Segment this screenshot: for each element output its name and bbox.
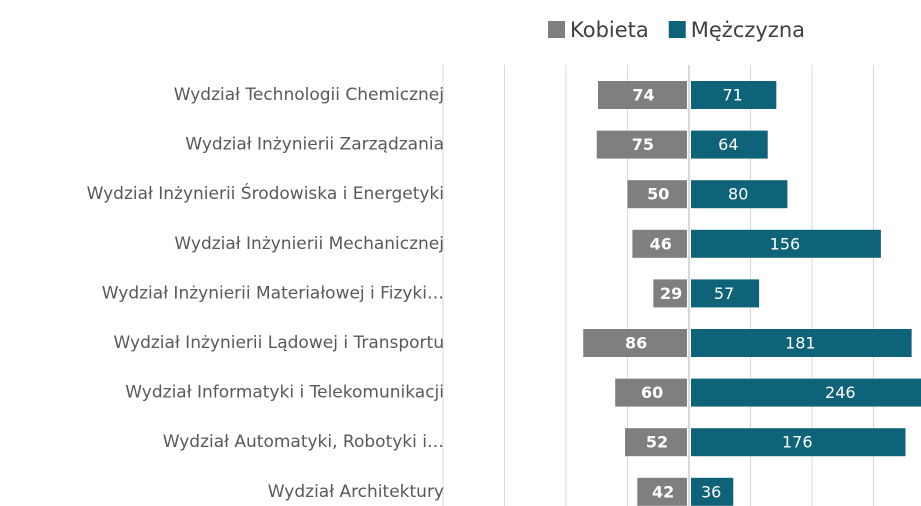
data-label: 36 (701, 482, 721, 501)
bar (691, 329, 912, 357)
data-label: 74 (632, 86, 654, 105)
legend-swatch (668, 21, 686, 38)
bar (691, 180, 788, 209)
bar (637, 477, 687, 506)
category-label: Wydział Informatyki i Telekomunikacji (125, 383, 444, 403)
data-label: 64 (718, 135, 738, 154)
data-label: 156 (770, 234, 801, 253)
data-label: 60 (641, 383, 663, 402)
category-label: Wydział Automatyki, Robotyki i… (163, 432, 444, 452)
data-label: 86 (625, 334, 647, 353)
legend-label: Kobieta (570, 18, 649, 42)
category-label: Wydział Inżynierii Mechanicznej (174, 234, 444, 254)
data-label: 29 (660, 284, 682, 303)
bar (625, 428, 687, 457)
bar (615, 378, 687, 407)
data-label: 52 (646, 433, 668, 452)
category-label: Wydział Architektury (268, 482, 444, 502)
bar (632, 229, 687, 258)
bar (691, 130, 768, 159)
legend-label: Mężczyzna (691, 18, 805, 42)
bar (691, 428, 906, 457)
bar (597, 81, 687, 109)
bar (691, 229, 881, 258)
bar (691, 477, 734, 506)
data-label: 57 (714, 284, 734, 303)
category-label: Wydział Inżynierii Lądowej i Transportu (114, 333, 444, 353)
data-label: 176 (782, 433, 813, 452)
bar (583, 329, 687, 357)
category-label: Wydział Technologii Chemicznej (174, 85, 444, 105)
data-label: 75 (632, 135, 654, 154)
bar (596, 130, 687, 159)
bar (691, 279, 760, 308)
bar (627, 180, 687, 209)
category-label: Wydział Inżynierii Środowiska i Energety… (87, 182, 444, 204)
bar (691, 378, 921, 407)
category-label: Wydział Inżynierii Zarządzania (185, 135, 444, 155)
data-label: 71 (722, 86, 742, 105)
data-label: 50 (647, 185, 669, 204)
data-label: 181 (785, 334, 816, 353)
bar (691, 81, 777, 109)
data-label: 80 (728, 185, 748, 204)
legend-swatch (548, 21, 565, 38)
data-label: 46 (650, 234, 672, 253)
data-label: 42 (652, 482, 674, 501)
data-label: 246 (825, 383, 856, 402)
category-label: Wydział Inżynierii Materiałowej i Fizyki… (102, 283, 444, 303)
bar (653, 279, 687, 308)
